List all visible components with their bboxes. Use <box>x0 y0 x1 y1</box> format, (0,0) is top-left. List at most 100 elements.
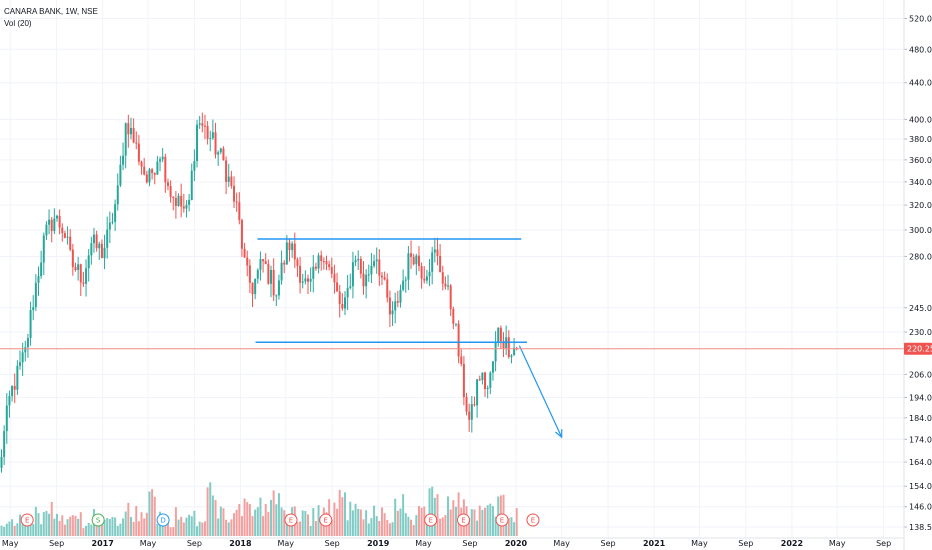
volume-bar <box>32 523 35 536</box>
volume-bar <box>280 507 283 536</box>
volume-bar <box>299 521 302 536</box>
volume-bar <box>85 525 88 536</box>
candle-down <box>420 266 423 279</box>
volume-bar <box>214 500 217 536</box>
volume-bar <box>180 516 183 536</box>
event-marker-earnings[interactable]: E <box>457 513 471 527</box>
volume-bar <box>505 517 508 536</box>
volume-bar <box>436 494 439 536</box>
volume-bar <box>417 506 420 536</box>
volume-bar <box>343 492 346 536</box>
candle-down <box>439 255 442 273</box>
candle-down <box>412 256 415 265</box>
candle-up <box>428 271 431 277</box>
volume-bar <box>58 520 61 536</box>
candle-up <box>481 372 484 381</box>
chart-legend: CANARA BANK, 1W, NSE Vol (20) <box>4 6 98 30</box>
event-marker-earnings[interactable]: E <box>424 513 438 527</box>
y-tick-label: 340.00 <box>909 178 932 187</box>
volume-bar <box>336 508 339 536</box>
volume-bar <box>240 516 243 536</box>
event-marker-dividend[interactable]: D <box>156 513 170 527</box>
candle-up <box>53 218 56 232</box>
y-tick-label: 245.00 <box>909 304 932 313</box>
volume-bar <box>151 489 154 536</box>
volume-bar <box>77 518 80 536</box>
event-marker-earnings[interactable]: E <box>20 513 34 527</box>
candle-up <box>40 262 43 277</box>
candle-up <box>433 249 436 253</box>
candle-up <box>3 431 6 457</box>
volume-bar <box>37 513 40 536</box>
candle-up <box>470 404 473 420</box>
event-badge-icon <box>495 513 509 527</box>
arrow-head-icon <box>555 429 563 439</box>
event-badge-icon <box>319 513 333 527</box>
candle-up <box>513 347 516 356</box>
candle-down <box>203 125 206 127</box>
y-tick-label: 520.00 <box>909 15 932 24</box>
volume-bar <box>53 518 56 536</box>
volume-bar <box>457 492 460 536</box>
volume-bar <box>510 517 513 536</box>
candle-down <box>140 161 143 167</box>
candle-down <box>473 404 476 406</box>
candle-down <box>79 264 82 283</box>
volume-bar <box>55 513 58 536</box>
candle-down <box>299 265 302 283</box>
event-label: E <box>428 517 432 525</box>
volume-bar <box>50 501 53 536</box>
event-marker-earnings[interactable]: E <box>319 513 333 527</box>
volume-bar <box>478 505 481 536</box>
volume-bar <box>190 516 193 536</box>
event-marker-earnings[interactable]: E <box>284 513 298 527</box>
candle-up <box>370 265 373 275</box>
volume-bar <box>66 519 69 536</box>
event-badge-icon <box>457 513 471 527</box>
volume-bar <box>441 517 444 536</box>
candle-up <box>277 280 280 296</box>
volume-bar <box>513 522 516 536</box>
candle-down <box>180 195 183 207</box>
volume-bar <box>388 523 391 536</box>
volume-bar <box>251 516 254 536</box>
volume-bar <box>21 517 24 536</box>
volume-bar <box>11 519 14 536</box>
volume-bar <box>129 517 132 536</box>
candle-up <box>256 269 259 279</box>
volume-bar <box>217 518 220 536</box>
event-marker-earnings[interactable]: E <box>526 513 540 527</box>
volume-bar <box>404 513 407 536</box>
time-axis[interactable]: May Sep 2017 May Sep 2018 May Sep 2019 May Sep 2020… <box>0 537 904 548</box>
volume-bar <box>87 522 90 536</box>
candle-down <box>296 259 299 266</box>
volume-bar <box>198 521 201 536</box>
volume-bar <box>230 519 233 536</box>
volume-bar <box>338 489 341 536</box>
volume-bar <box>254 509 257 536</box>
volume-bar <box>185 517 188 536</box>
volume-bar <box>285 514 288 536</box>
candle-down <box>362 273 365 287</box>
candle-up <box>24 347 27 353</box>
candle-down <box>233 185 236 202</box>
volume-indicator-title[interactable]: Vol (20) <box>4 19 32 28</box>
volume-bar <box>203 521 206 536</box>
candle-up <box>119 164 122 186</box>
volume-bar <box>8 521 11 536</box>
candle-up <box>106 229 109 248</box>
volume-bar <box>349 501 352 536</box>
event-marker-split[interactable]: S <box>91 513 105 527</box>
volume-bar <box>122 518 125 536</box>
candle-down <box>388 297 391 315</box>
volume-bar <box>267 511 270 536</box>
symbol-title[interactable]: CANARA BANK, 1W, NSE <box>4 7 98 16</box>
volume-bar <box>277 493 280 536</box>
event-marker-earnings[interactable]: E <box>495 513 509 527</box>
volume-bar <box>507 518 510 536</box>
volume-bar <box>264 503 267 536</box>
candle-down <box>338 291 341 304</box>
candle-up <box>29 310 32 339</box>
price-axis[interactable]: 520.00 480.00 440.00 400.00 380.00 360.00 340.… <box>903 0 932 550</box>
